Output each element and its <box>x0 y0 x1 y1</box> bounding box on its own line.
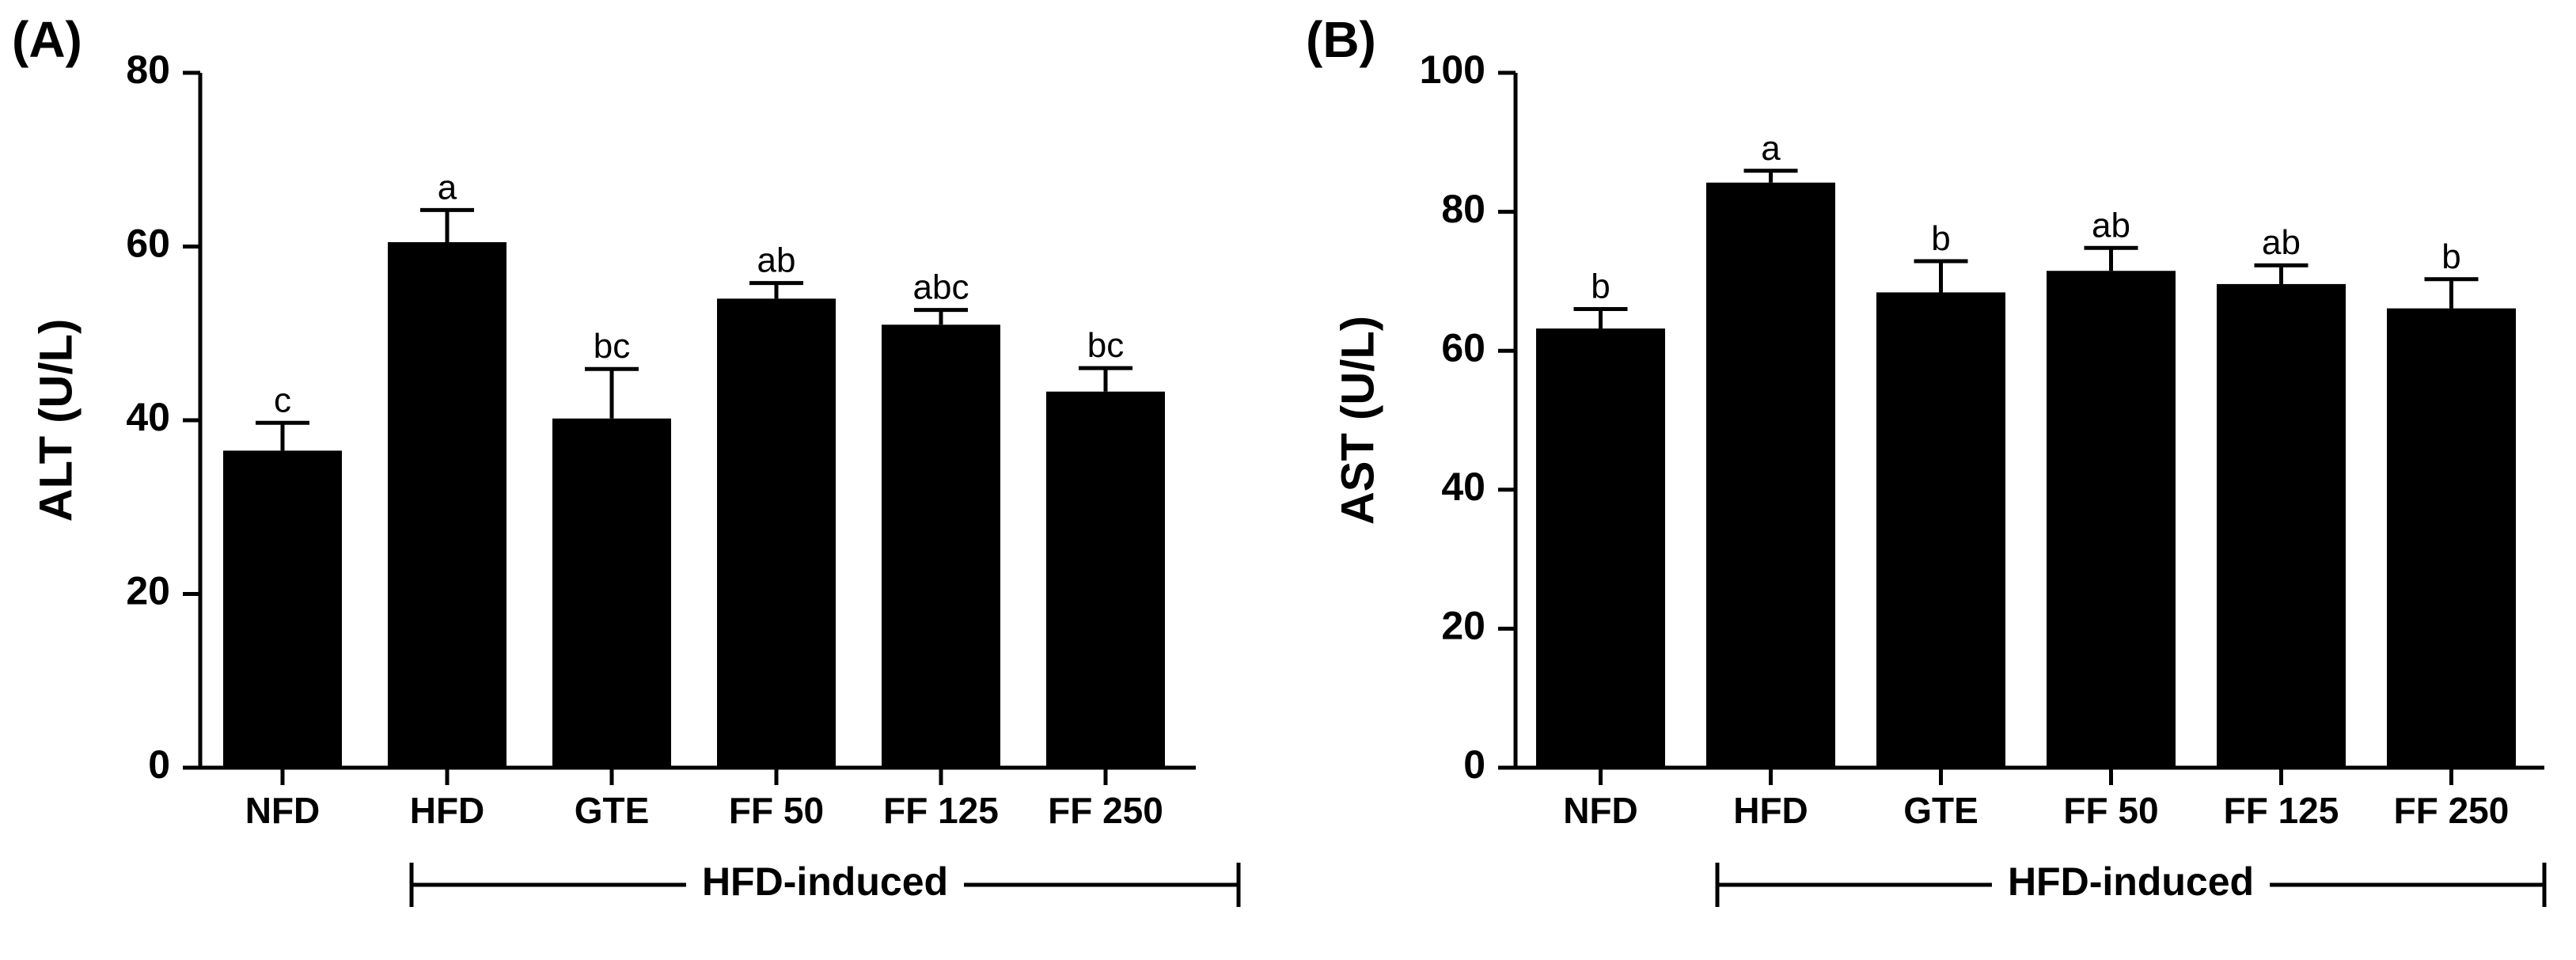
panel-b-bar-ff-250 <box>2387 308 2516 768</box>
panel-a-bar-gte <box>552 418 671 768</box>
panel-b-y-tick-label: 40 <box>1441 465 1485 509</box>
panel-b-label: (B) <box>1306 11 1376 68</box>
panel-b-bar-ff-50 <box>2047 271 2176 768</box>
panel-b-bar-nfd <box>1536 328 1665 768</box>
panel-b-significance-label: a <box>1761 129 1781 168</box>
panel-b-bar-gte <box>1876 292 2005 768</box>
panel-a-y-axis-label: ALT (U/L) <box>30 319 82 522</box>
panel-b-y-tick-label: 0 <box>1463 742 1485 787</box>
panel-a-bar-ff-50 <box>717 298 836 768</box>
panel-a-y-tick-label: 80 <box>126 47 170 92</box>
panel-b-x-tick-label: FF 250 <box>2394 790 2510 831</box>
panel-b-y-tick-label: 80 <box>1441 187 1485 231</box>
panel-a-significance-label: a <box>438 168 457 207</box>
panel-a-significance-label: bc <box>1087 326 1124 365</box>
panel-b-significance-label: b <box>2441 237 2460 276</box>
panel-a-significance-label: bc <box>594 327 630 366</box>
panel-a-significance-label: ab <box>757 241 796 280</box>
panel-b-significance-label: b <box>1591 268 1610 306</box>
panel-b-bar-hfd <box>1706 182 1835 768</box>
panel-a-x-tick-label: HFD <box>410 790 485 831</box>
panel-b-x-tick-label: FF 125 <box>2224 790 2339 831</box>
panel-a-x-tick-label: FF 50 <box>729 790 824 831</box>
panel-b-y-tick-label: 60 <box>1441 325 1485 370</box>
panel-a-bar-nfd <box>223 450 342 768</box>
panel-b-x-tick-label: GTE <box>1903 790 1978 831</box>
panel-a-bar-ff-250 <box>1046 391 1165 768</box>
panel-a-y-tick-label: 60 <box>126 222 170 266</box>
panel-a-y-tick-label: 20 <box>126 569 170 613</box>
panel-b-y-tick-label: 100 <box>1420 47 1485 92</box>
panel-b-significance-label: ab <box>2262 223 2301 262</box>
panel-b-x-tick-label: HFD <box>1733 790 1808 831</box>
panel-a-x-tick-label: FF 250 <box>1048 790 1163 831</box>
panel-b-y-tick-label: 20 <box>1441 604 1485 648</box>
panel-a-x-tick-label: GTE <box>575 790 650 831</box>
panel-a-x-tick-label: NFD <box>245 790 321 831</box>
panel-a-bar-ff-125 <box>882 324 1000 768</box>
panel-b-bar-ff-125 <box>2217 283 2346 768</box>
panel-a-significance-label: c <box>274 381 291 419</box>
panel-a-label: (A) <box>12 11 82 68</box>
panel-a-y-tick-label: 0 <box>148 742 170 787</box>
panel-b-significance-label: ab <box>2092 206 2130 245</box>
panel-a: (A) HFD-induced 0 20 40 60 80 ALT (U/L) c NFD a H… <box>12 11 1241 907</box>
panel-b-y-axis-label: AST (U/L) <box>1332 316 1383 525</box>
panel-b-group-label: HFD-induced <box>2008 859 2254 904</box>
panel-b: (B) HFD-induced 0 20 40 60 80 100 AST (U/L) b NF… <box>1306 11 2547 907</box>
panel-b-significance-label: b <box>1931 219 1950 258</box>
panel-b-x-tick-label: FF 50 <box>2063 790 2158 831</box>
panel-a-group-label: HFD-induced <box>702 859 948 904</box>
panel-a-x-tick-label: FF 125 <box>883 790 999 831</box>
panel-a-bar-hfd <box>388 242 506 768</box>
panel-a-significance-label: abc <box>913 268 969 307</box>
panel-b-x-tick-label: NFD <box>1563 790 1638 831</box>
panel-a-y-tick-label: 40 <box>126 395 170 439</box>
